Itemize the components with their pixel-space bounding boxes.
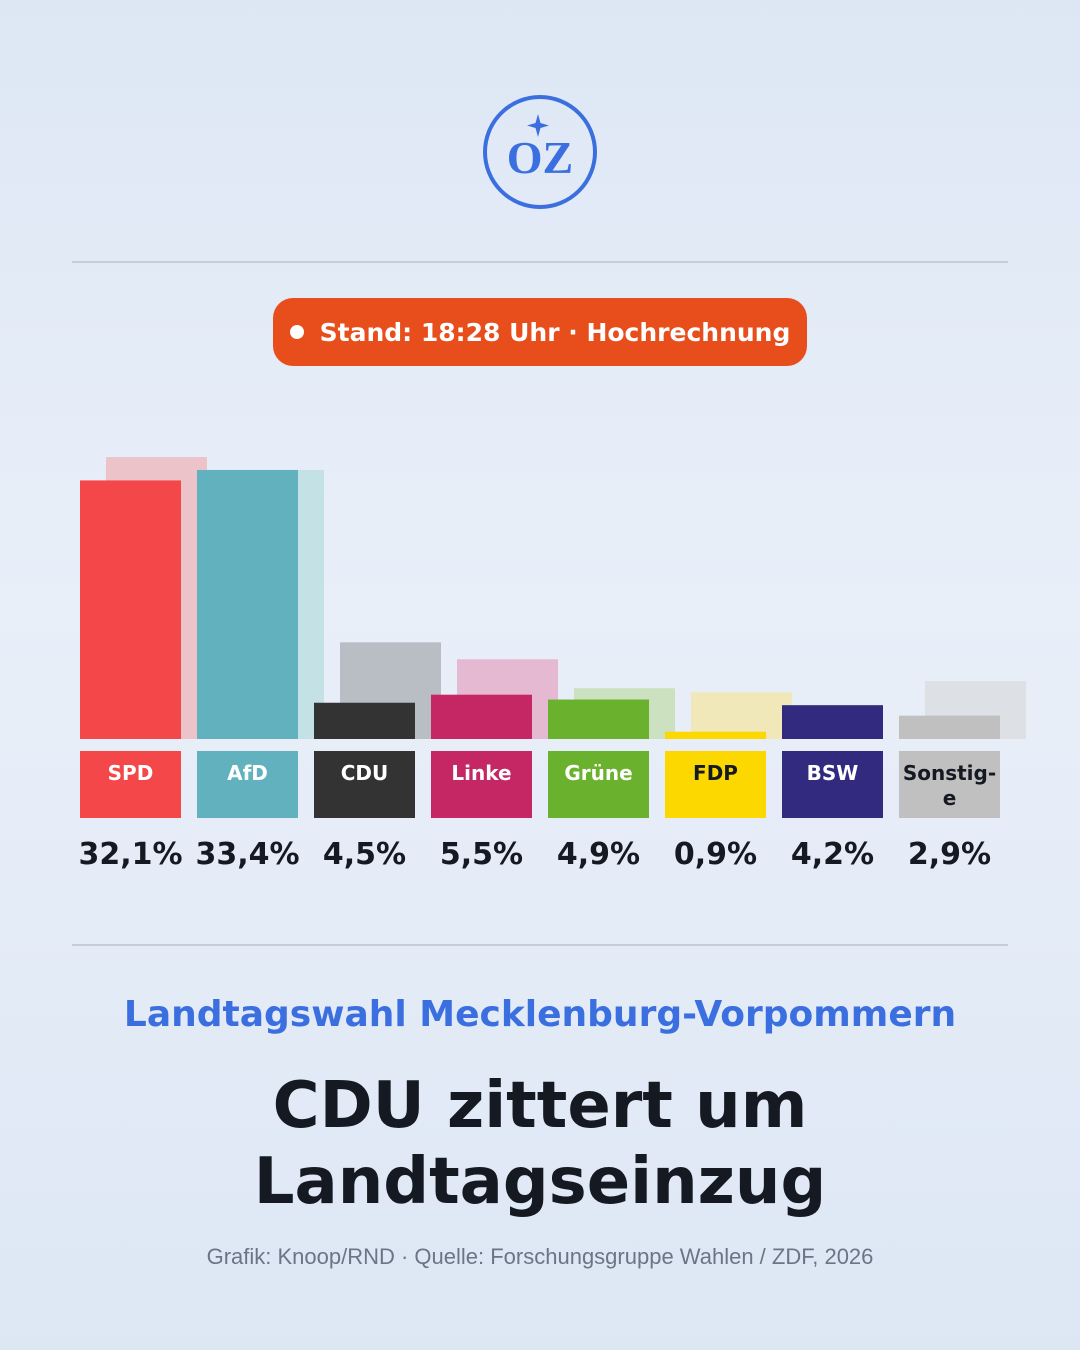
bar-cdu — [314, 702, 415, 739]
bar-chart: SPD AfD CDU Linke Grüne FDP BSW Sonstig-e32,1% 3… — [78, 457, 1026, 872]
live-dot-icon — [289, 325, 304, 339]
bottom-divider — [72, 944, 1008, 946]
party-label-spd: SPD — [108, 761, 154, 785]
bar-linke — [431, 694, 532, 739]
top-divider — [72, 261, 1008, 263]
value-label-grüne: 4,9% — [557, 837, 640, 872]
party-label-box-afd — [197, 751, 298, 818]
party-label-box-cdu — [314, 751, 415, 818]
value-label-linke: 5,5% — [440, 837, 523, 872]
value-label-bsw: 4,2% — [791, 837, 874, 872]
value-label-afd: 33,4% — [195, 837, 299, 872]
party-label-box-grüne — [548, 751, 649, 818]
party-label-box-sonstige — [899, 751, 1000, 818]
previous-bar-fdp — [691, 692, 792, 739]
bar-afd — [197, 469, 298, 739]
party-label-cdu: CDU — [341, 761, 389, 785]
current-result-bars — [80, 469, 1000, 739]
headline-line-1: CDU zittert um — [272, 1069, 808, 1143]
bar-sonstige — [899, 715, 1000, 739]
party-label-sonstige-line2: e — [943, 786, 957, 810]
value-labels: 32,1% 33,4% 4,5% 5,5% 4,9% 0,9% 4,2% 2,9% — [78, 837, 991, 872]
value-label-spd: 32,1% — [78, 837, 182, 872]
party-label-sonstige-line1: Sonstig- — [903, 761, 996, 785]
headline-line-2: Landtagseinzug — [253, 1145, 827, 1219]
bar-fdp — [665, 731, 766, 739]
party-labels: SPD AfD CDU Linke Grüne FDP BSW Sonstig-e — [80, 751, 1000, 818]
party-label-box-spd — [80, 751, 181, 818]
party-label-box-fdp — [665, 751, 766, 818]
party-label-linke: Linke — [451, 761, 511, 785]
status-badge: Stand: 18:28 Uhr · Hochrechnung — [273, 298, 807, 366]
bar-spd — [80, 480, 181, 739]
party-label-box-bsw — [782, 751, 883, 818]
value-label-cdu: 4,5% — [323, 837, 406, 872]
logo-text: OZ — [507, 132, 573, 183]
bar-grüne — [548, 699, 649, 739]
value-label-sonstige: 2,9% — [908, 837, 991, 872]
headline: CDU zittert um Landtagseinzug — [0, 1068, 1080, 1220]
party-label-bsw: BSW — [807, 761, 859, 785]
party-label-grüne: Grüne — [564, 761, 632, 785]
source-credit: Grafik: Knoop/RND · Quelle: Forschungsgr… — [206, 1244, 874, 1269]
value-label-fdp: 0,9% — [674, 837, 757, 872]
bar-bsw — [782, 705, 883, 739]
party-label-box-linke — [431, 751, 532, 818]
party-label-afd: AfD — [227, 761, 268, 785]
star-icon — [527, 114, 549, 137]
oz-logo: OZ — [483, 95, 597, 209]
party-label-fdp: FDP — [693, 761, 738, 785]
chart-subtitle: Landtagswahl Mecklenburg-Vorpommern — [123, 994, 957, 1035]
status-badge-text: Stand: 18:28 Uhr · Hochrechnung — [319, 317, 791, 347]
